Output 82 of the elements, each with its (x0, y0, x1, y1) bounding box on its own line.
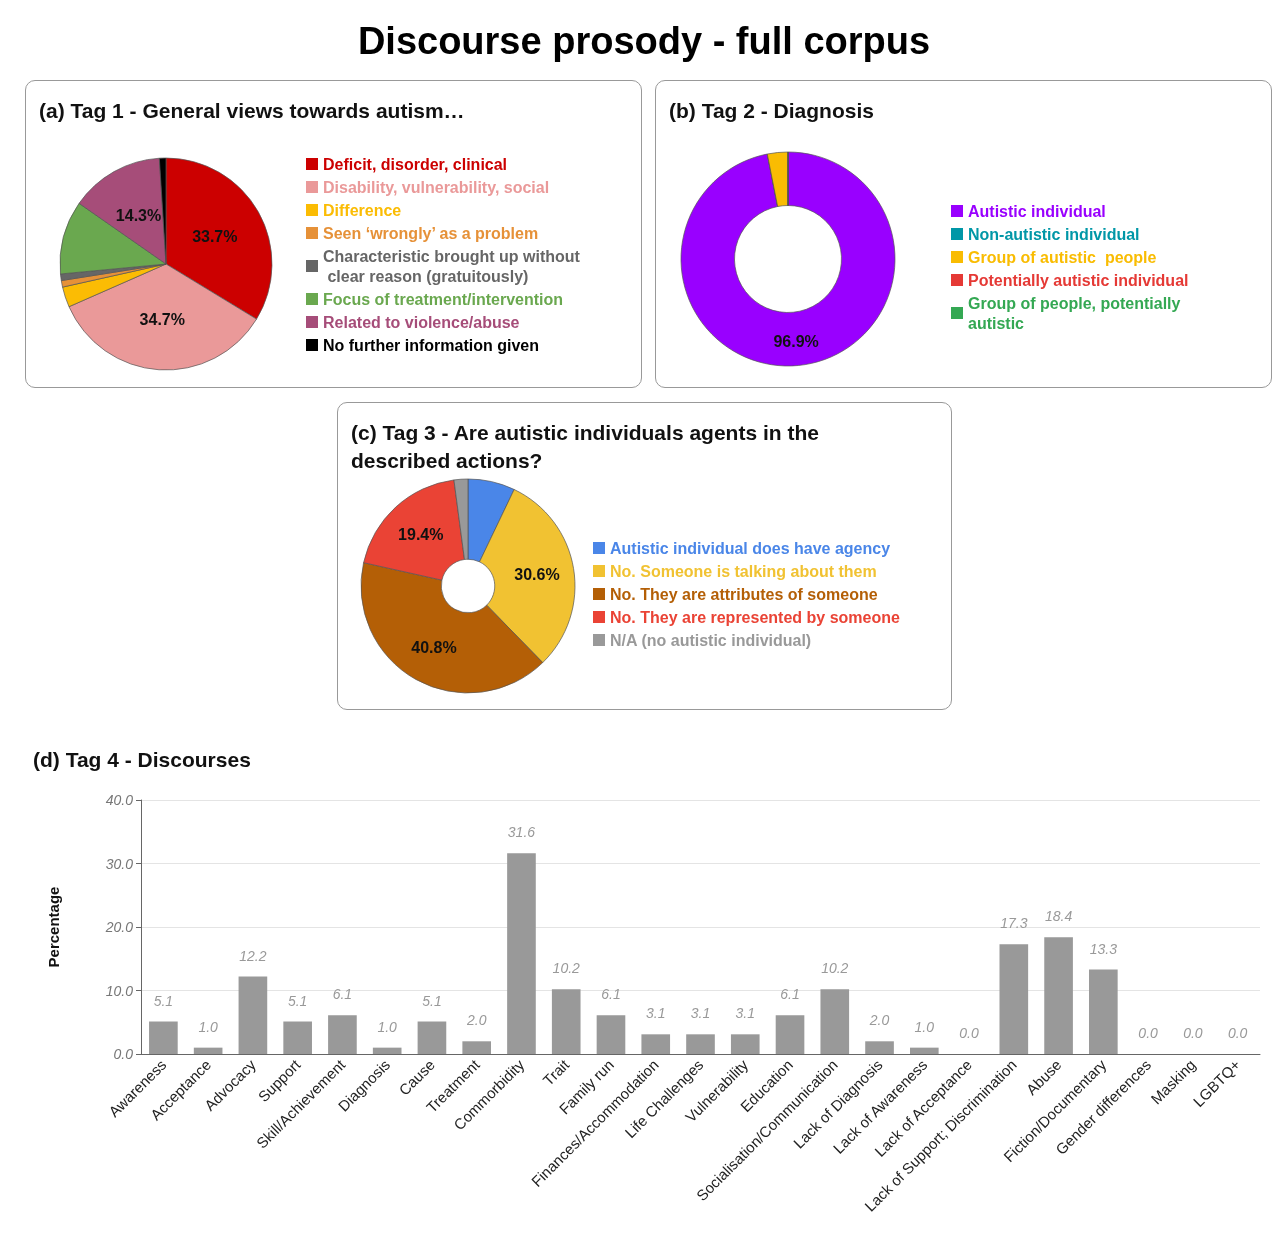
y-tick-label: 0.0 (113, 1046, 134, 1062)
legend-label: Non-autistic individual (968, 225, 1140, 243)
data-label: 6.1 (780, 986, 800, 1003)
bar (283, 1021, 312, 1054)
bar (328, 1015, 357, 1054)
data-label: 6.1 (601, 986, 621, 1003)
data-label: 5.1 (153, 992, 174, 1009)
y-tick-label: 10.0 (105, 982, 134, 999)
y-tick-label: 30.0 (105, 855, 134, 872)
legend-label: N/A (no autistic individual) (610, 631, 812, 649)
text: Discourse prosody - full corpus (356, 18, 932, 64)
legend-label: Potentially autistic individual (968, 271, 1189, 289)
data-label: 18.4 (1044, 908, 1073, 925)
bar (686, 1034, 715, 1054)
data-label: 33.7% (192, 228, 238, 246)
legend-label: Group of people, potentially autistic (968, 294, 1185, 332)
legend-label: Disability, vulnerability, social (323, 178, 550, 196)
data-label: 30.6% (514, 566, 560, 584)
legend-label: No further information given (323, 336, 539, 354)
data-label: 13.3 (1089, 940, 1118, 957)
bar (238, 976, 268, 1054)
data-label: 0.0 (959, 1025, 979, 1041)
bar (820, 989, 850, 1054)
bar (730, 1034, 760, 1054)
chart-title: (c) Tag 3 - Are autistic individuals agents in the described actions? (351, 420, 825, 472)
text: (a) Tag 1 - General views towards autism… (39, 98, 465, 122)
y-tick-label: 20.0 (104, 919, 134, 935)
data-label: 3.1 (735, 1005, 755, 1022)
bar (507, 853, 536, 1054)
legend-label: Group of autistic people (968, 248, 1157, 266)
data-label: 14.3% (115, 206, 162, 224)
bar (641, 1034, 671, 1054)
chart-title: (b) Tag 2 - Diagnosis (669, 98, 874, 122)
legend-label: Focus of treatment/intervention (323, 290, 564, 308)
data-label: 3.1 (646, 1005, 666, 1022)
data-label: 40.8% (411, 638, 457, 656)
data-label: 1.0 (914, 1018, 935, 1035)
data-label: 2.0 (465, 1012, 487, 1029)
data-label: 3.1 (690, 1005, 711, 1022)
data-label: 10.2 (821, 960, 849, 977)
data-label: 19.4% (398, 525, 444, 543)
bar (775, 1015, 805, 1054)
data-label: 0.0 (1138, 1025, 1159, 1041)
chart-title: (d) Tag 4 - Discourses (33, 747, 251, 771)
data-label: 31.6 (507, 824, 536, 841)
legend-label: No. They are represented by someone (610, 608, 900, 626)
data-label: 5.1 (422, 992, 442, 1009)
data-label: 12.2 (239, 947, 267, 964)
bar (193, 1047, 223, 1054)
y-tick-label: 40.0 (105, 792, 134, 808)
y-axis-title: Percentage (45, 886, 62, 968)
bar (865, 1041, 894, 1054)
data-label: 96.9% (773, 333, 819, 351)
legend-label: Seen ‘wrongly’ as a problem (323, 224, 539, 242)
bar (999, 944, 1029, 1054)
data-label: 5.1 (287, 992, 308, 1009)
data-label: 1.0 (377, 1018, 398, 1035)
bar (551, 989, 581, 1054)
data-label: 0.0 (1227, 1025, 1248, 1041)
data-label: 34.7% (139, 311, 185, 329)
data-label: 0.0 (1183, 1025, 1203, 1041)
bar (462, 1041, 492, 1054)
legend-label: Autistic individual (968, 202, 1106, 220)
legend-label: Related to violence/abuse (323, 313, 520, 331)
bar (909, 1047, 939, 1054)
bar (1044, 937, 1073, 1054)
legend-label: Deficit, disorder, clinical (323, 155, 508, 173)
bar (596, 1015, 626, 1054)
legend-label: Autistic individual does have agency (610, 539, 891, 557)
data-label: 1.0 (198, 1018, 219, 1035)
bar (372, 1047, 402, 1054)
data-label: 6.1 (332, 986, 353, 1003)
data-label: 2.0 (868, 1012, 890, 1029)
legend-label: Characteristic brought up without clear reason (gratuitously) (323, 247, 581, 285)
legend-label: No. Someone is talking about them (610, 562, 877, 580)
data-label: 17.3 (1000, 915, 1028, 932)
legend-label: Difference (323, 201, 402, 219)
bar (149, 1021, 178, 1054)
bar (1089, 969, 1118, 1054)
data-label: 10.2 (552, 960, 581, 977)
bar (417, 1021, 447, 1054)
legend-label: No. They are attributes of someone (610, 585, 878, 603)
